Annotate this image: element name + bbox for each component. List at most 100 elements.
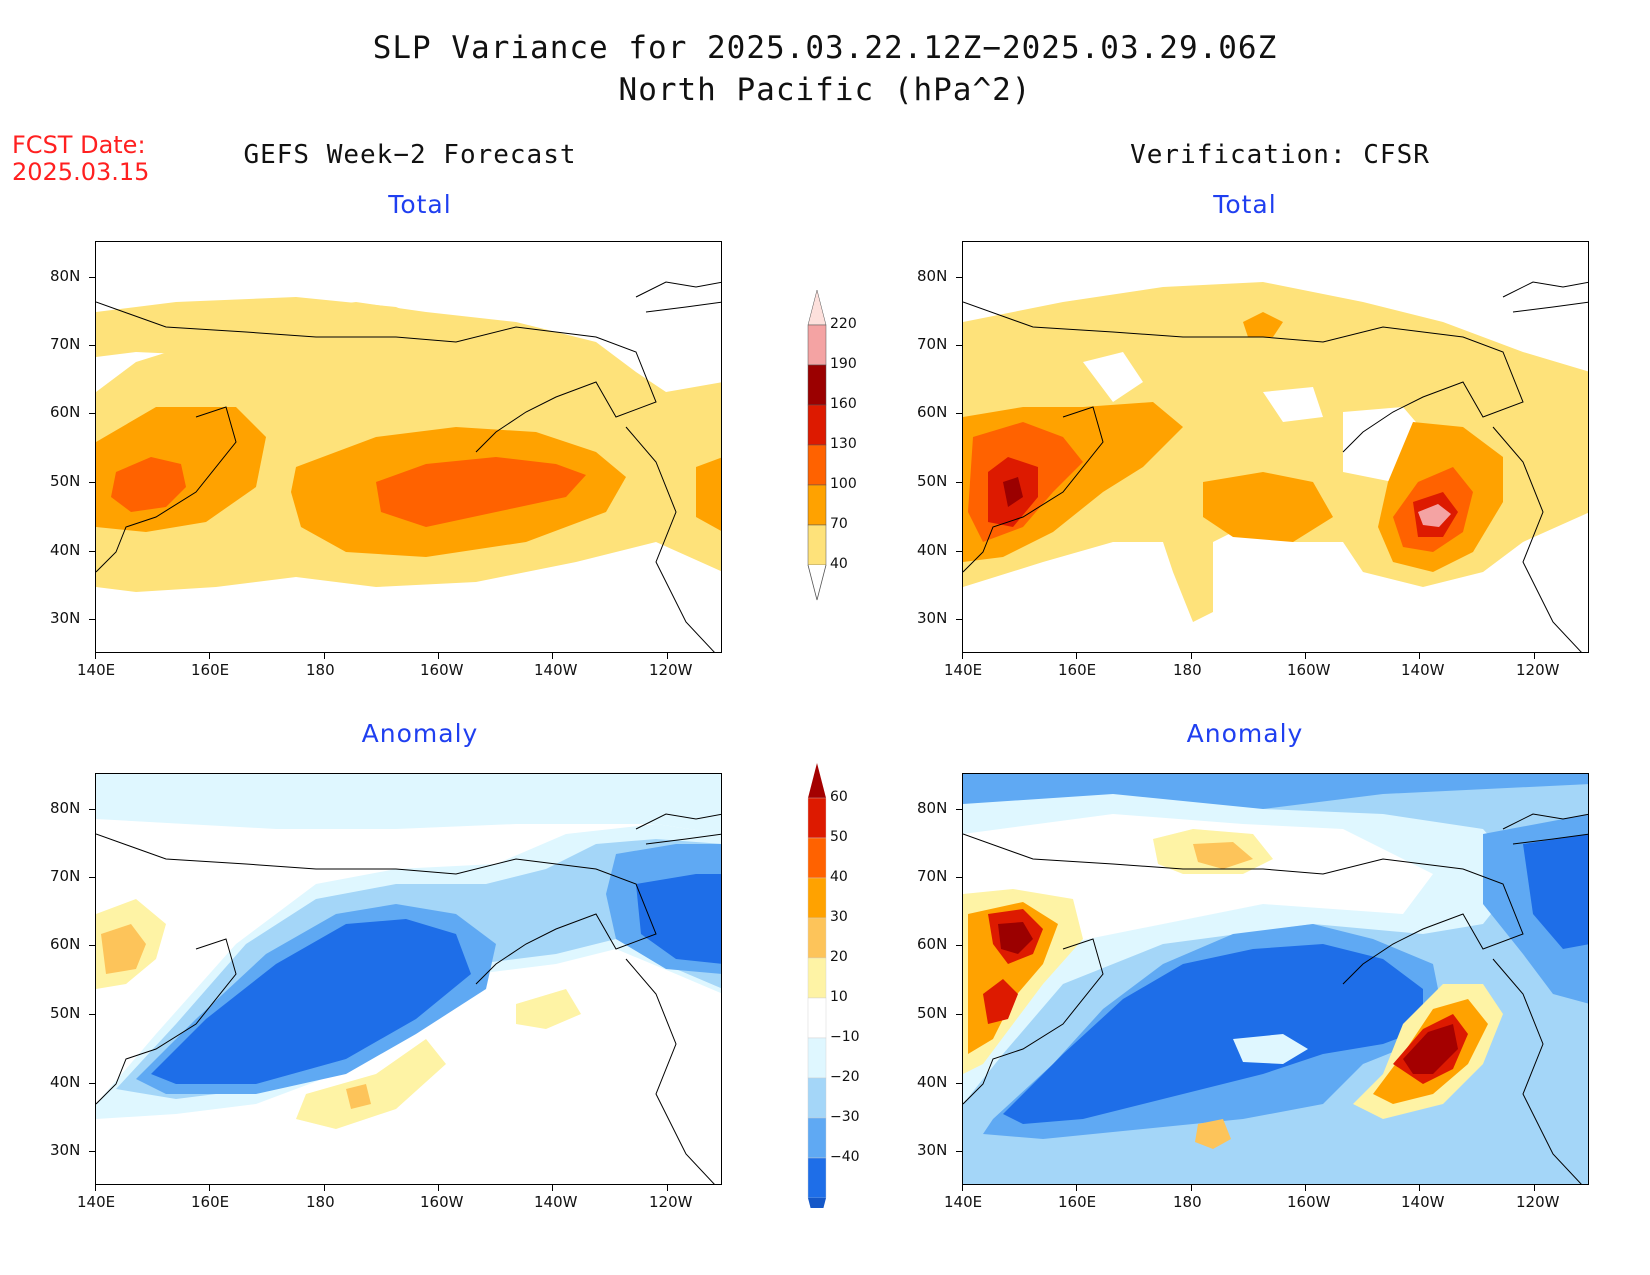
gefs-anomaly-lon-label: 140W <box>534 1193 578 1211</box>
cfsr-anomaly-lat-label: 40N <box>917 1073 948 1091</box>
gefs-total-title: Total <box>388 190 452 219</box>
gefs-anomaly-lon-label: 180 <box>306 1193 335 1211</box>
anomaly-colorbar-label: 60 <box>830 789 848 805</box>
gefs-total-lon-label: 160E <box>191 661 230 679</box>
cfsr-anomaly-title: Anomaly <box>1186 719 1304 748</box>
gefs-total-lon-tick <box>552 653 553 659</box>
total-colorbar-label: 70 <box>830 516 848 532</box>
gefs-total-lon-tick <box>95 653 96 659</box>
gefs-total-lon-tick <box>324 653 325 659</box>
cfsr-anomaly-lon-label: 120W <box>1516 1193 1560 1211</box>
gefs-anomaly-lat-label: 60N <box>50 935 81 953</box>
total-colorbar-segment <box>807 524 827 566</box>
total-colorbar <box>807 289 827 601</box>
cfsr-anomaly-lat-tick <box>956 1014 962 1015</box>
cfsr-total-lon-label: 180 <box>1173 661 1202 679</box>
gefs-anomaly-lon-label: 160E <box>191 1193 230 1211</box>
cfsr-total-lon-tick <box>1534 653 1535 659</box>
gefs-anomaly-lon-tick <box>324 1185 325 1191</box>
cfsr-total-lon-tick <box>1419 653 1420 659</box>
gefs-anomaly-lon-tick <box>667 1185 668 1191</box>
total-colorbar-segment <box>807 324 827 366</box>
gefs-anomaly-title: Anomaly <box>361 719 479 748</box>
cfsr-total-lat-tick <box>956 345 962 346</box>
anomaly-colorbar-bottom-triangle <box>808 1198 826 1208</box>
cfsr-anomaly-lon-label: 160W <box>1287 1193 1331 1211</box>
gefs-total-lat-label: 80N <box>50 267 81 285</box>
cfsr-anomaly-lat-label: 50N <box>917 1004 948 1022</box>
gefs-total-lat-tick <box>89 413 95 414</box>
gefs-total-lon-label: 140W <box>534 661 578 679</box>
cfsr-anomaly-lat-tick <box>956 945 962 946</box>
anomaly-colorbar-label: 30 <box>830 909 848 925</box>
cfsr-total-lon-tick <box>962 653 963 659</box>
gefs-total-lat-tick <box>89 345 95 346</box>
anomaly-colorbar-label: −10 <box>830 1029 860 1045</box>
gefs-anomaly-lat-tick <box>89 945 95 946</box>
cfsr-total-lat-label: 40N <box>917 541 948 559</box>
gefs-total-lat-tick <box>89 482 95 483</box>
cfsr-total-lon-label: 160W <box>1287 661 1331 679</box>
cfsr-total-lat-tick <box>956 413 962 414</box>
cfsr-total-lat-tick <box>956 619 962 620</box>
gefs-total-lat-label: 50N <box>50 472 81 490</box>
cfsr-total-title: Total <box>1213 190 1277 219</box>
cfsr-anomaly-lon-label: 180 <box>1173 1193 1202 1211</box>
gefs-anomaly-lat-tick <box>89 1083 95 1084</box>
cfsr-total-lon-label: 160E <box>1058 661 1097 679</box>
cfsr-total-lat-label: 60N <box>917 403 948 421</box>
cfsr-total-lon-label: 120W <box>1516 661 1560 679</box>
anomaly-colorbar-segment <box>807 957 827 999</box>
total-colorbar-segment <box>807 444 827 486</box>
gefs-total-lon-tick <box>438 653 439 659</box>
gefs-anomaly-lat-label: 50N <box>50 1004 81 1022</box>
total-colorbar-label: 160 <box>830 396 857 412</box>
cfsr-anomaly-lon-tick <box>1534 1185 1535 1191</box>
gefs-anomaly-lat-tick <box>89 877 95 878</box>
total-colorbar-label: 220 <box>830 316 857 332</box>
gefs-anomaly-lat-label: 30N <box>50 1141 81 1159</box>
cfsr-anomaly-lat-label: 70N <box>917 867 948 885</box>
anomaly-colorbar-segment <box>807 877 827 919</box>
cfsr-anomaly-lat-label: 60N <box>917 935 948 953</box>
cfsr-anomaly-lat-tick <box>956 1083 962 1084</box>
cfsr-total-lat-label: 50N <box>917 472 948 490</box>
anomaly-colorbar-segment <box>807 997 827 1039</box>
gefs-anomaly-lat-tick <box>89 1014 95 1015</box>
gefs-anomaly-lon-tick <box>438 1185 439 1191</box>
gefs-anomaly-lat-tick <box>89 809 95 810</box>
cfsr-anomaly-lon-tick <box>1305 1185 1306 1191</box>
gefs-total-lat-label: 60N <box>50 403 81 421</box>
anomaly-colorbar-label: −40 <box>830 1149 860 1165</box>
fcst-date-value: 2025.03.15 <box>12 158 150 186</box>
gefs-total-lat-tick <box>89 619 95 620</box>
total-colorbar-segment <box>807 484 827 526</box>
total-colorbar-segment <box>807 404 827 446</box>
gefs-anomaly-lat-label: 40N <box>50 1073 81 1091</box>
cfsr-anomaly-map <box>962 773 1589 1185</box>
gefs-total-lon-label: 140E <box>77 661 116 679</box>
anomaly-colorbar-segment <box>807 1157 827 1199</box>
anomaly-colorbar-top-triangle <box>808 763 826 798</box>
cfsr-total-lat-label: 30N <box>917 609 948 627</box>
gefs-total-lat-tick <box>89 277 95 278</box>
cfsr-anomaly-lon-tick <box>962 1185 963 1191</box>
cfsr-anomaly-lat-tick <box>956 1151 962 1152</box>
anomaly-colorbar-label: 20 <box>830 949 848 965</box>
cfsr-total-lon-label: 140E <box>944 661 983 679</box>
gefs-anomaly-lon-label: 120W <box>649 1193 693 1211</box>
anomaly-colorbar-label: 50 <box>830 829 848 845</box>
total-colorbar-segment <box>807 364 827 406</box>
gefs-total-lat-tick <box>89 551 95 552</box>
anomaly-colorbar-label: −30 <box>830 1109 860 1125</box>
cfsr-anomaly-lat-label: 80N <box>917 799 948 817</box>
total-colorbar-label: 130 <box>830 436 857 452</box>
gefs-anomaly-map <box>95 773 722 1185</box>
anomaly-colorbar-segment <box>807 1037 827 1079</box>
gefs-anomaly-lon-tick <box>95 1185 96 1191</box>
cfsr-total-lat-tick <box>956 277 962 278</box>
cfsr-total-lat-label: 80N <box>917 267 948 285</box>
cfsr-anomaly-lon-label: 140E <box>944 1193 983 1211</box>
gefs-total-lon-tick <box>209 653 210 659</box>
total-colorbar-bottom-triangle <box>807 564 827 601</box>
